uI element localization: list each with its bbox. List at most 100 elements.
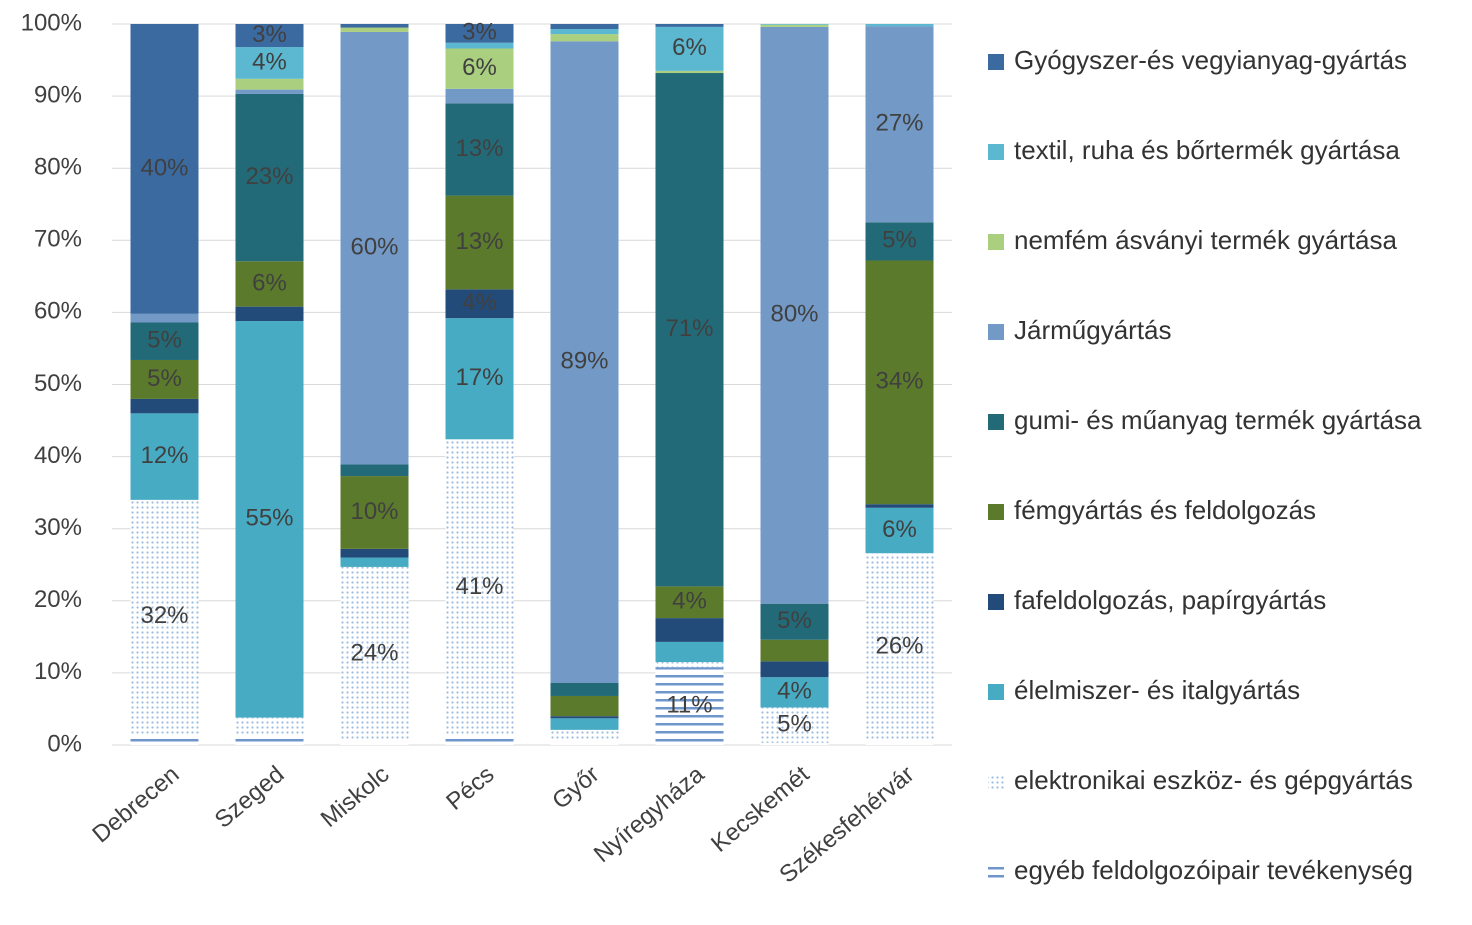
data-label: 3% <box>252 21 287 48</box>
legend-label: Gyógyszer-és vegyianyag-gyártás <box>1014 45 1407 75</box>
bar-segment <box>235 321 304 718</box>
data-label: 24% <box>350 639 398 666</box>
bar-segment <box>445 88 514 104</box>
bar-segment <box>340 566 409 742</box>
data-label: 4% <box>672 588 707 615</box>
bar-segment <box>235 47 304 79</box>
bar-segment <box>445 195 514 290</box>
bar-segment <box>445 42 514 49</box>
bar-segment <box>130 499 199 734</box>
legend-item: gumi- és műanyag termék gyártása <box>988 405 1422 435</box>
data-label: 5% <box>882 227 917 254</box>
data-label: 6% <box>252 269 287 296</box>
bar-segment <box>445 103 514 196</box>
bar-segment <box>550 695 619 717</box>
data-label: 5% <box>777 607 812 634</box>
bar-segment <box>655 70 724 74</box>
bar-segment <box>655 586 724 619</box>
bar-segment <box>445 24 514 43</box>
data-label: 32% <box>140 602 188 629</box>
bar-segment <box>130 413 199 500</box>
y-tick-label: 30% <box>34 514 82 541</box>
bar-segment <box>550 29 619 35</box>
bar-segment <box>340 741 409 745</box>
bar-segment <box>760 707 829 743</box>
bar-segment <box>235 93 304 262</box>
data-label: 60% <box>350 234 398 261</box>
bar-segment <box>865 24 934 27</box>
legend-swatch <box>988 774 1004 790</box>
bar-segment <box>655 667 724 745</box>
data-label: 6% <box>462 54 497 81</box>
bar-segment <box>445 736 514 745</box>
bar-segment <box>340 464 409 477</box>
bar-segment <box>550 729 619 742</box>
bar-segment <box>235 717 304 735</box>
legend-label: fémgyártás és feldolgozás <box>1014 495 1316 525</box>
y-tick-label: 10% <box>34 658 82 685</box>
data-label: 17% <box>455 364 503 391</box>
data-label: 89% <box>560 347 608 374</box>
bar-segment <box>340 24 409 28</box>
bar-segment <box>445 289 514 319</box>
bar-segment <box>235 261 304 307</box>
y-tick-label: 0% <box>47 730 82 757</box>
bar-segment <box>760 26 829 604</box>
legend-item: nemfém ásványi termék gyártása <box>988 225 1397 255</box>
legend-swatch <box>988 324 1004 340</box>
bar-segment <box>865 260 934 505</box>
bar-segment <box>235 734 304 745</box>
legend-swatch <box>988 684 1004 700</box>
bar-segment <box>235 89 304 94</box>
bar-segment <box>760 677 829 708</box>
legend-label: textil, ruha és bőrtermék gyártása <box>1014 135 1400 165</box>
bar-segment <box>760 24 829 27</box>
bar-segment <box>235 306 304 322</box>
bar-segment <box>130 322 199 360</box>
legend-swatch <box>988 864 1004 880</box>
legend-label: elektronikai eszköz- és gépgyártás <box>1014 765 1413 795</box>
bar-segment <box>550 682 619 696</box>
legend-swatch <box>988 54 1004 70</box>
legend-label: egyéb feldolgozóipair tevékenység <box>1014 855 1413 885</box>
data-label: 41% <box>455 573 503 600</box>
legend-item: fémgyártás és feldolgozás <box>988 495 1316 525</box>
legend-swatch <box>988 234 1004 250</box>
legend-item: Járműgyártás <box>988 315 1172 345</box>
bar-segment <box>760 661 829 678</box>
data-label: 6% <box>882 516 917 543</box>
bar-segment <box>235 78 304 90</box>
y-tick-label: 20% <box>34 586 82 613</box>
data-label: 5% <box>147 365 182 392</box>
bar-segment <box>865 504 934 508</box>
legend-label: élelmiszer- és italgyártás <box>1014 675 1300 705</box>
data-label: 40% <box>140 154 188 181</box>
bar-segment <box>655 662 724 668</box>
bar-segment <box>340 557 409 567</box>
bar-segment <box>130 313 199 323</box>
legend-label: nemfém ásványi termék gyártása <box>1014 225 1397 255</box>
data-label: 5% <box>777 711 812 738</box>
bar-segment <box>550 716 619 719</box>
bar-segment <box>865 26 934 223</box>
bar-segment <box>235 24 304 48</box>
data-label: 5% <box>147 327 182 354</box>
legend-swatch <box>988 594 1004 610</box>
bar-segment <box>130 359 199 399</box>
data-label: 23% <box>245 163 293 190</box>
legend-swatch <box>988 504 1004 520</box>
bar-segment <box>550 741 619 745</box>
data-label: 13% <box>455 135 503 162</box>
bar-segment <box>340 27 409 32</box>
legend-swatch <box>988 414 1004 430</box>
bar-segment <box>550 34 619 42</box>
y-tick-label: 70% <box>34 226 82 253</box>
bar-segment <box>865 222 934 261</box>
bar-segment <box>130 398 199 414</box>
bar-segment <box>760 742 829 745</box>
data-label: 27% <box>875 110 923 137</box>
data-label: 12% <box>140 442 188 469</box>
bar-segment <box>340 31 409 465</box>
bar-segment <box>445 318 514 440</box>
